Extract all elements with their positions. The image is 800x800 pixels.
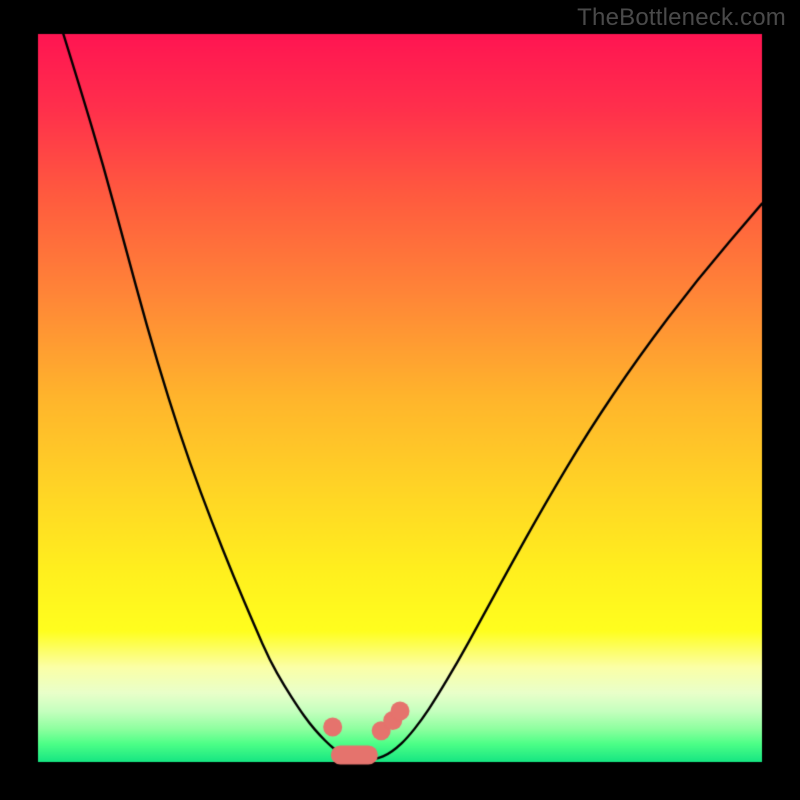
chart-stage: TheBottleneck.com xyxy=(0,0,800,800)
bottleneck-curve-chart xyxy=(0,0,800,800)
watermark-text: TheBottleneck.com xyxy=(577,4,786,32)
